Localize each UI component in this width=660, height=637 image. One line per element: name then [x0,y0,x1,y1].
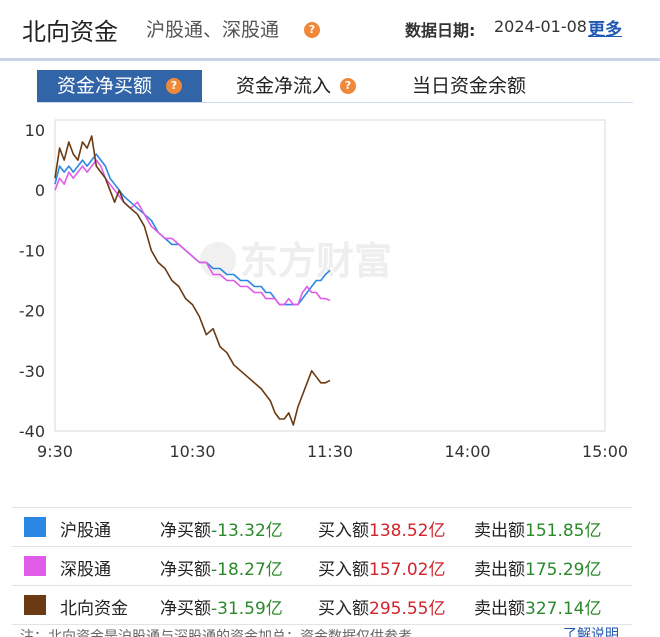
series-line-2 [54,135,331,426]
sell-value: 175.29亿 [525,560,602,580]
legend-row-sz: 深股通 净买额-18.27亿 买入额157.02亿 卖出额175.29亿 [12,547,632,586]
x-tick-label: 14:00 [444,442,490,461]
buy-label: 买入额 [318,560,369,580]
tab-label: 当日资金余额 [412,75,527,97]
series-name: 沪股通 [60,521,111,541]
net-label: 净买额 [160,599,211,619]
net-label: 净买额 [160,521,211,541]
y-tick-label: -40 [19,422,45,441]
tab-label: 资金净流入 [236,75,332,97]
y-axis: 10 0 -10 -20 -30 -40 [19,121,45,441]
sell-label: 卖出额 [474,599,525,619]
watermark: 东方财富 [200,239,392,283]
legend-swatch [24,517,46,537]
x-tick-label: 15:00 [582,442,628,461]
help-icon[interactable]: ? [166,78,182,94]
net-value: -31.59亿 [211,599,283,619]
date-label: 数据日期: [405,21,476,40]
y-tick-label: -20 [19,302,45,321]
sell-label: 卖出额 [474,521,525,541]
sell-value: 327.14亿 [525,599,602,619]
net-value: -18.27亿 [211,560,283,580]
tab-daily-balance[interactable]: 当日资金余额 [412,70,526,102]
net-buy-chart: 东方财富 10 0 -10 -20 -30 -40 9:30 10:30 11:30 14:00… [19,119,628,461]
buy-label: 买入额 [318,521,369,541]
y-tick-label: 10 [25,121,45,140]
series-lines [54,135,331,426]
x-tick-label: 10:30 [169,442,215,461]
y-tick-label: -30 [19,362,45,381]
header: 北向资金 沪股通、深股通 ? 数据日期: 2024-01-08 更多 [0,0,660,58]
buy-label: 买入额 [318,599,369,619]
series-name: 深股通 [60,560,111,580]
explanation-link[interactable]: 了解说明 [563,627,619,637]
tab-net-buy[interactable]: 资金净买额 ? [37,70,202,102]
net-label: 净买额 [160,560,211,580]
y-tick-label: -10 [19,241,45,260]
legend-table: 沪股通 净买额-13.32亿 买入额138.52亿 卖出额151.85亿 深股通… [12,507,632,625]
legend-row-north: 北向资金 净买额-31.59亿 买入额295.55亿 卖出额327.14亿 [12,586,632,625]
y-tick-label: 0 [35,181,45,200]
x-tick-label: 9:30 [37,442,73,461]
sell-value: 151.85亿 [525,521,602,541]
legend-swatch [24,595,46,615]
series-name: 北向资金 [60,599,128,619]
tab-label: 资金净买额 [57,75,153,97]
plot-area [54,119,606,432]
buy-value: 157.02亿 [369,560,446,580]
series-line-1 [54,159,331,306]
date-value: 2024-01-08 [494,17,587,36]
legend-swatch [24,556,46,576]
help-icon[interactable]: ? [304,22,320,38]
legend-row-sh: 沪股通 净买额-13.32亿 买入额138.52亿 卖出额151.85亿 [12,508,632,547]
x-tick-label: 11:30 [307,442,353,461]
watermark-text: 东方财富 [240,239,392,283]
net-value: -13.32亿 [211,521,283,541]
buy-value: 295.55亿 [369,599,446,619]
help-icon[interactable]: ? [340,78,356,94]
tab-divider [37,102,633,103]
buy-value: 138.52亿 [369,521,446,541]
page-subtitle: 沪股通、深股通 [146,19,280,41]
more-link[interactable]: 更多 [588,20,622,40]
sell-label: 卖出额 [474,560,525,580]
x-axis: 9:30 10:30 11:30 14:00 15:00 [37,442,628,461]
tab-net-inflow[interactable]: 资金净流入 [236,70,331,102]
header-divider [0,58,660,61]
footnote: 注：北向资金是沪股通与深股通的资金加总；资金数据仅供参考 [20,629,412,637]
page-title: 北向资金 [22,18,118,46]
